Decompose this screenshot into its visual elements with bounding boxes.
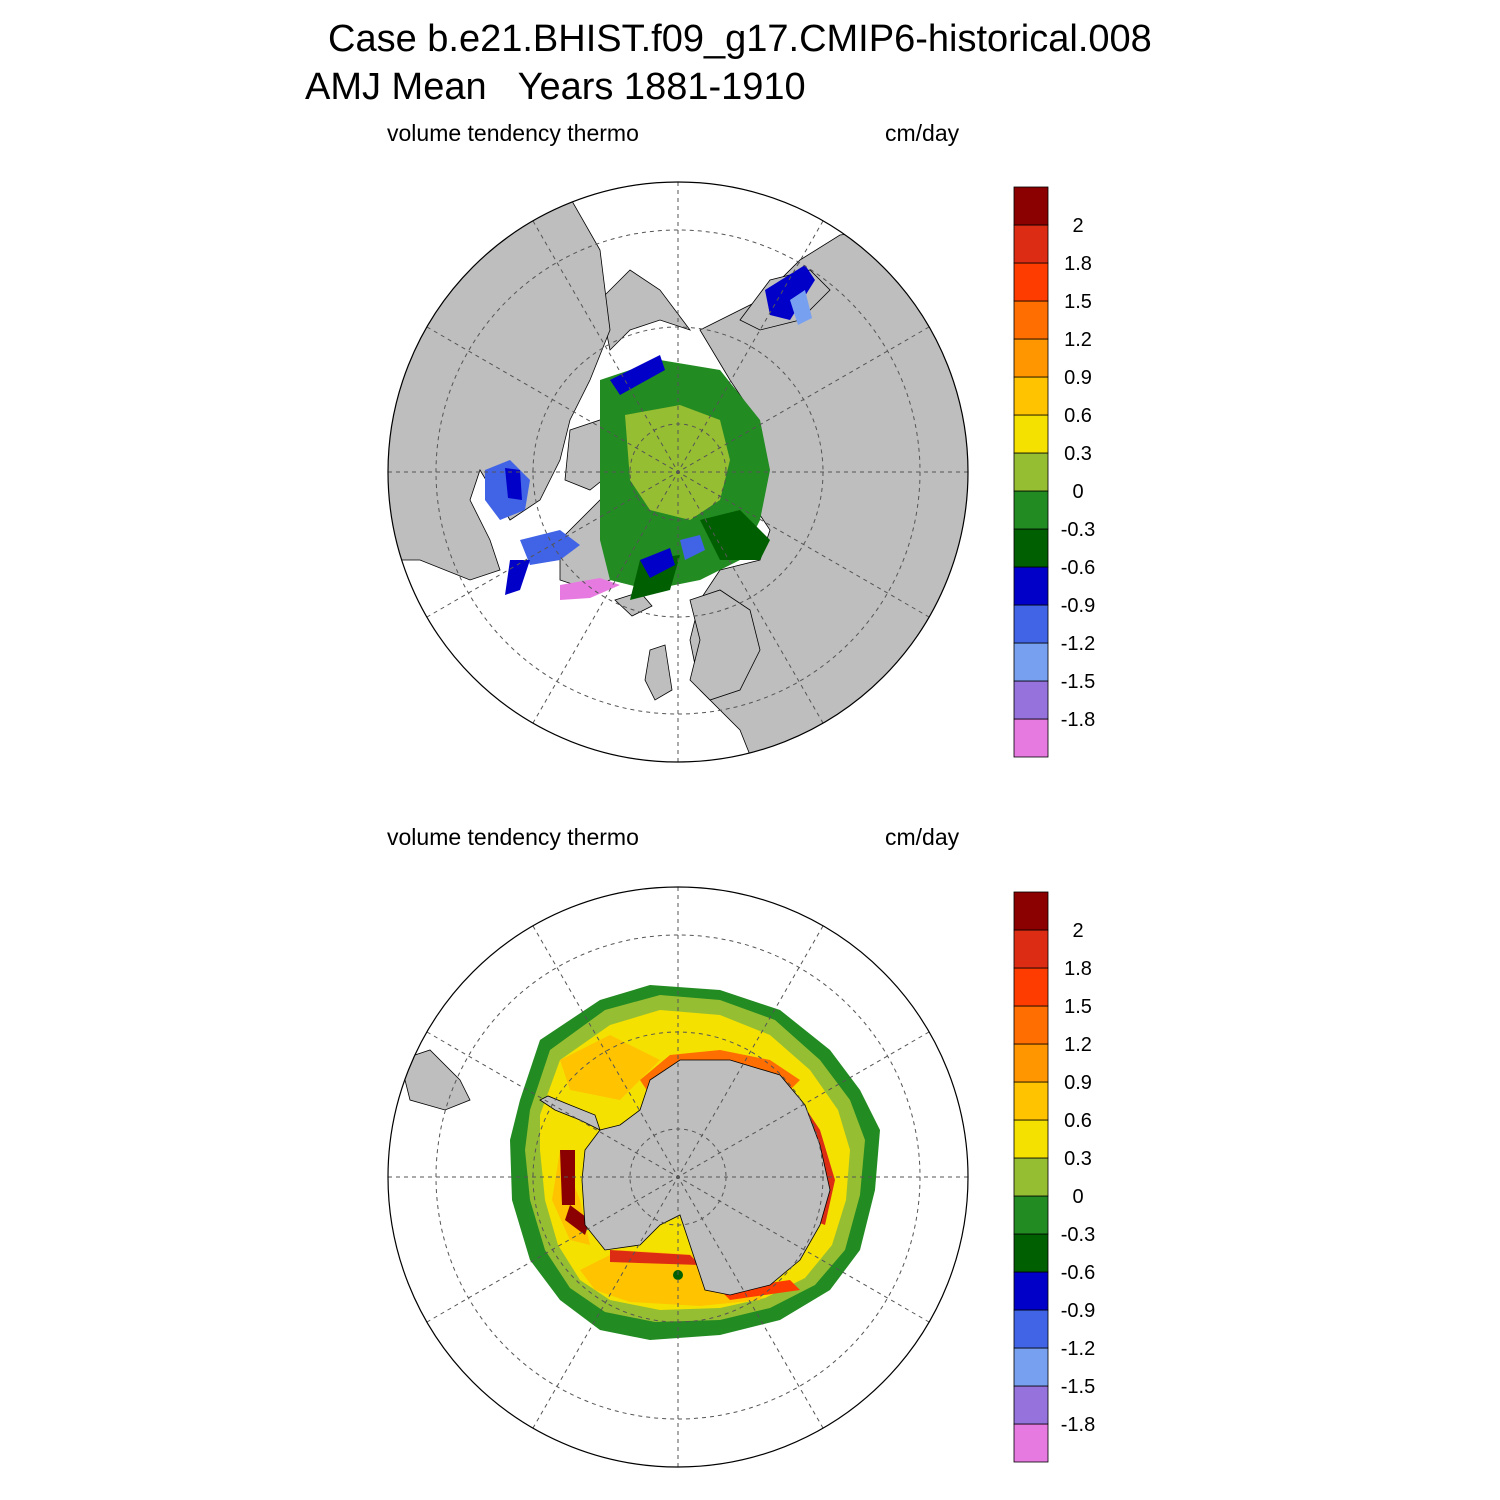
- colorbar-box: [1013, 338, 1049, 378]
- colorbar-tick-label: 0.6: [1064, 405, 1092, 427]
- colorbar-tick-label: 1.2: [1064, 329, 1092, 351]
- colorbar-tick-label: -0.3: [1061, 519, 1095, 541]
- colorbar-box: [1013, 718, 1049, 758]
- colorbar-box: [1013, 642, 1049, 682]
- colorbar-box: [1013, 566, 1049, 606]
- colorbar-box: [1013, 967, 1049, 1007]
- north-variable-label: volume tendency thermo: [387, 120, 639, 146]
- colorbar-box: [1013, 1423, 1049, 1463]
- colorbar-box: [1013, 680, 1049, 720]
- colorbar-tick-label: 2: [1072, 920, 1083, 942]
- colorbar-box: [1013, 929, 1049, 969]
- colorbar-tick-label: 0: [1072, 1186, 1083, 1208]
- colorbar-tick-label: 1.8: [1064, 253, 1092, 275]
- colorbar-box: [1013, 1309, 1049, 1349]
- north-graticule: [388, 182, 968, 762]
- colorbar-tick-label: 1.8: [1064, 958, 1092, 980]
- colorbar-tick-label: 1.2: [1064, 1034, 1092, 1056]
- colorbar-box: [1013, 224, 1049, 264]
- colorbar-box: [1013, 414, 1049, 454]
- colorbar-tick-label: -1.5: [1061, 1376, 1095, 1398]
- colorbar-box: [1013, 1157, 1049, 1197]
- colorbar-tick-label: -0.6: [1061, 1262, 1095, 1284]
- colorbar-box: [1013, 1119, 1049, 1159]
- colorbar-box: [1013, 452, 1049, 492]
- north-units-label: cm/day: [885, 120, 960, 146]
- case-title: Case b.e21.BHIST.f09_g17.CMIP6-historica…: [328, 18, 1152, 60]
- colorbar-tick-label: 0.6: [1064, 1110, 1092, 1132]
- colorbar-tick-label: 0.9: [1064, 1072, 1092, 1094]
- colorbar-box: [1013, 376, 1049, 416]
- north-polar-map: 2 1.8 1.5 1.2 0.9 0.6 0.3 0 -0.3 -0.6 -0.9 -1.2 -1.5…: [387, 181, 1095, 763]
- south-polar-map: 2 1.8 1.5 1.2 0.9 0.6 0.3 0 -0.3 -0.6 -0.9 -1.2 -1.5…: [387, 886, 1095, 1468]
- colorbar-box: [1013, 1081, 1049, 1121]
- south-units-label: cm/day: [885, 824, 960, 850]
- colorbar-tick-label: -1.5: [1061, 671, 1095, 693]
- colorbar-box: [1013, 1385, 1049, 1425]
- colorbar-tick-label: -1.8: [1061, 1414, 1095, 1436]
- colorbar-box: [1013, 1005, 1049, 1045]
- colorbar-tick-label: 0.9: [1064, 367, 1092, 389]
- colorbar-tick-label: 1.5: [1064, 996, 1092, 1018]
- colorbar-box: [1013, 1195, 1049, 1235]
- south-land: [399, 1049, 831, 1296]
- colorbar-box: [1013, 490, 1049, 530]
- colorbar-box: [1013, 1233, 1049, 1273]
- colorbar-box: [1013, 1043, 1049, 1083]
- colorbar-box: [1013, 1347, 1049, 1387]
- north-colorbar: 2 1.8 1.5 1.2 0.9 0.6 0.3 0 -0.3 -0.6 -0.9 -1.2 -1.5…: [1013, 186, 1095, 758]
- colorbar-tick-label: -0.3: [1061, 1224, 1095, 1246]
- colorbar-tick-label: 2: [1072, 215, 1083, 237]
- colorbar-tick-label: -0.6: [1061, 557, 1095, 579]
- colorbar-tick-label: -1.8: [1061, 709, 1095, 731]
- south-variable-label: volume tendency thermo: [387, 824, 639, 850]
- colorbar-tick-label: -1.2: [1061, 633, 1095, 655]
- south-map-border: [387, 886, 969, 1468]
- colorbar-tick-label: -0.9: [1061, 1300, 1095, 1322]
- north-map-border: [387, 181, 969, 763]
- colorbar-box: [1013, 891, 1049, 931]
- colorbar-box: [1013, 604, 1049, 644]
- colorbar-box: [1013, 186, 1049, 226]
- south-colorbar: 2 1.8 1.5 1.2 0.9 0.6 0.3 0 -0.3 -0.6 -0.9 -1.2 -1.5…: [1013, 891, 1095, 1463]
- colorbar-tick-label: -0.9: [1061, 595, 1095, 617]
- colorbar-box: [1013, 300, 1049, 340]
- colorbar-tick-label: 1.5: [1064, 291, 1092, 313]
- colorbar-tick-label: 0: [1072, 481, 1083, 503]
- colorbar-box: [1013, 262, 1049, 302]
- colorbar-tick-label: -1.2: [1061, 1338, 1095, 1360]
- colorbar-box: [1013, 1271, 1049, 1311]
- colorbar-tick-label: 0.3: [1064, 443, 1092, 465]
- south-graticule: [388, 887, 968, 1467]
- period-title: AMJ Mean Years 1881-1910: [305, 66, 806, 108]
- colorbar-box: [1013, 528, 1049, 568]
- colorbar-tick-label: 0.3: [1064, 1148, 1092, 1170]
